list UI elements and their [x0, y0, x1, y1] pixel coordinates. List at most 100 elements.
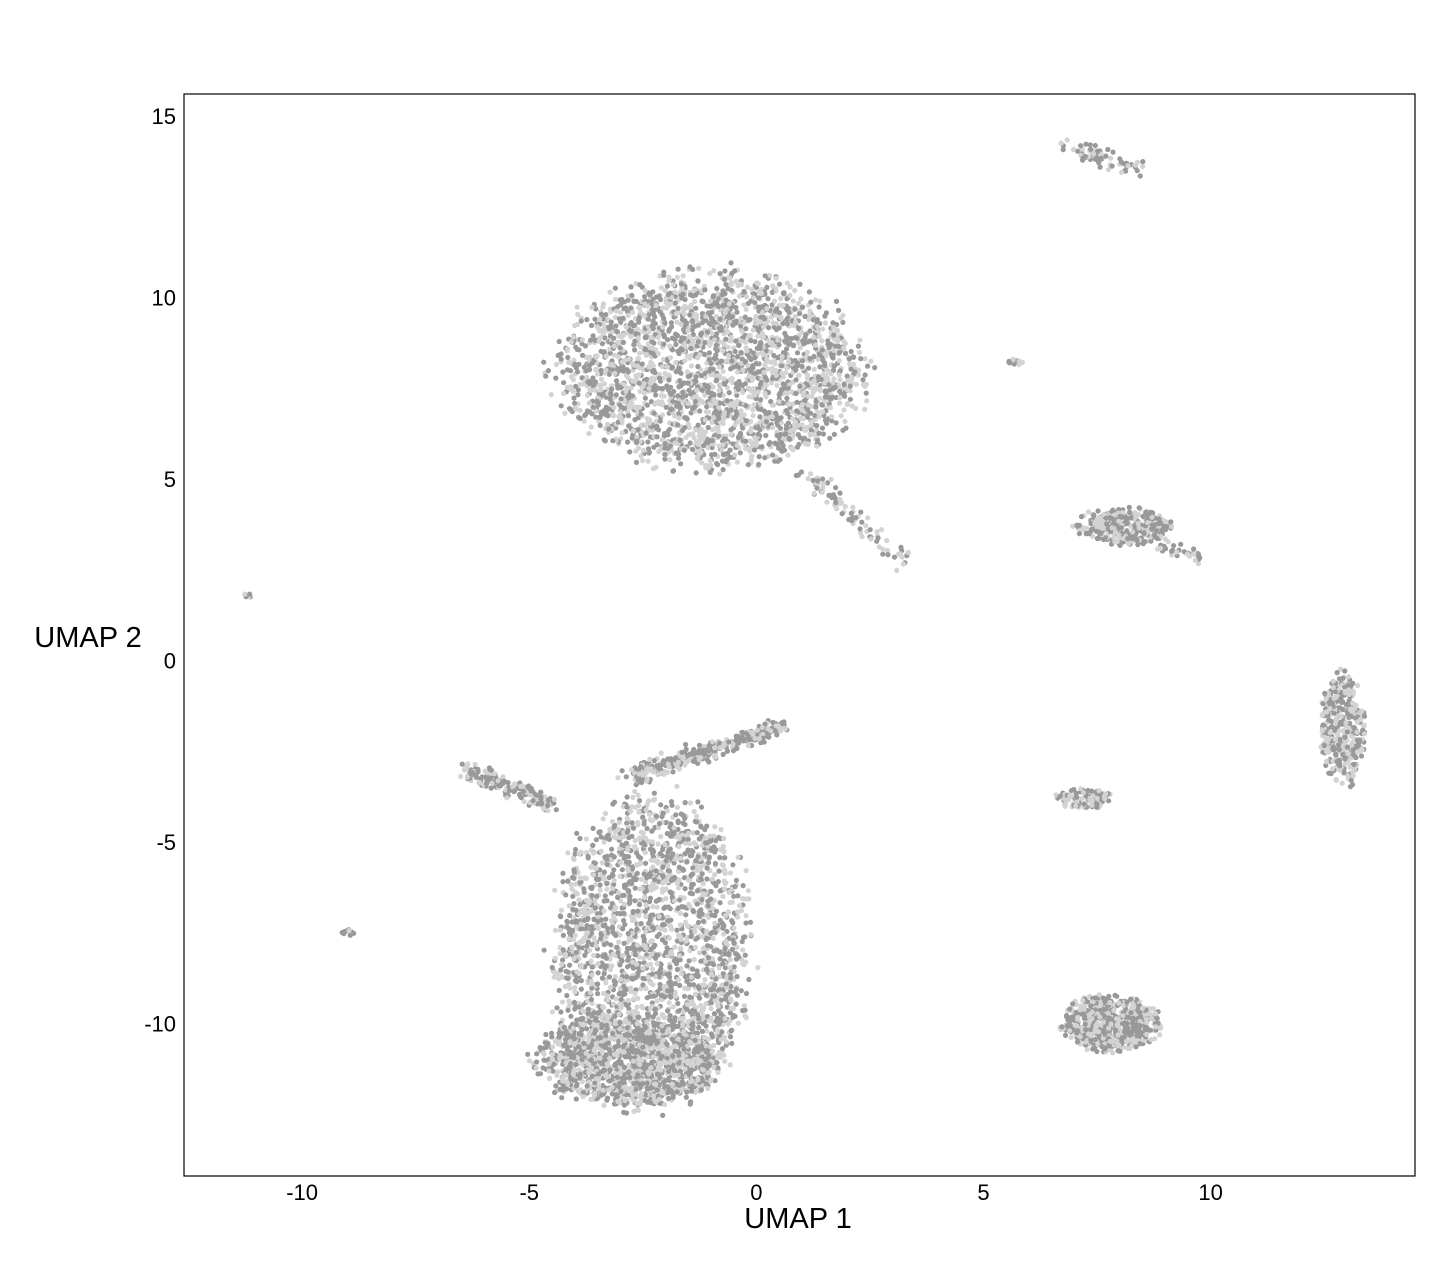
- data-point: [787, 292, 793, 298]
- data-point: [1326, 770, 1332, 776]
- data-point: [680, 273, 686, 279]
- data-point: [798, 415, 804, 421]
- data-point: [1326, 749, 1332, 755]
- data-point: [756, 295, 762, 301]
- data-point: [584, 317, 590, 323]
- data-point: [585, 379, 591, 385]
- data-point: [755, 333, 761, 339]
- data-point: [702, 417, 708, 423]
- data-point: [1110, 1050, 1116, 1056]
- data-point: [712, 451, 718, 457]
- data-point: [753, 442, 760, 448]
- data-point: [669, 324, 675, 330]
- data-point: [574, 406, 580, 412]
- data-point: [1096, 788, 1102, 794]
- data-point: [242, 591, 248, 597]
- data-point: [820, 476, 826, 482]
- data-point: [1327, 706, 1333, 712]
- data-point: [637, 310, 644, 316]
- data-point: [855, 372, 862, 378]
- data-point: [1088, 1003, 1094, 1009]
- data-point: [849, 375, 855, 381]
- data-point: [1077, 1007, 1083, 1013]
- data-point: [745, 462, 751, 468]
- data-point: [805, 402, 811, 408]
- data-point: [842, 418, 848, 424]
- data-point: [796, 372, 802, 378]
- data-point: [636, 380, 642, 386]
- data-point: [730, 322, 736, 328]
- data-point: [641, 821, 647, 827]
- data-point: [735, 434, 742, 441]
- data-point: [653, 392, 659, 398]
- data-point: [748, 439, 754, 445]
- data-point: [715, 425, 721, 431]
- data-point: [1094, 804, 1100, 810]
- data-point: [806, 289, 813, 295]
- data-point: [633, 459, 640, 465]
- data-point: [831, 332, 837, 338]
- data-point: [616, 316, 623, 322]
- data-point: [817, 388, 824, 394]
- data-point: [664, 372, 671, 378]
- data-point: [1125, 163, 1131, 169]
- data-point: [1097, 521, 1103, 527]
- data-point: [1321, 742, 1327, 749]
- data-point: [586, 400, 592, 406]
- data-point: [1082, 153, 1088, 160]
- data-point: [862, 406, 868, 412]
- data-point: [588, 322, 595, 329]
- data-point: [1078, 143, 1084, 149]
- data-point: [741, 412, 747, 418]
- data-point: [621, 405, 627, 411]
- data-point: [731, 364, 737, 370]
- data-point: [858, 509, 864, 515]
- data-point: [1157, 1025, 1164, 1031]
- data-point: [763, 432, 769, 439]
- data-point: [794, 444, 801, 450]
- data-point: [650, 350, 656, 357]
- data-point: [636, 372, 642, 378]
- data-point: [664, 283, 671, 289]
- data-point: [625, 293, 631, 299]
- data-point: [575, 311, 581, 317]
- data-point: [717, 400, 723, 406]
- data-point: [790, 343, 797, 349]
- data-point: [642, 908, 648, 915]
- data-point: [1074, 794, 1080, 800]
- data-point: [1330, 684, 1336, 691]
- data-point: [1353, 743, 1360, 749]
- data-point: [672, 413, 678, 419]
- data-point: [734, 459, 740, 465]
- data-point: [723, 459, 729, 465]
- data-point: [764, 306, 770, 312]
- data-point: [836, 307, 842, 313]
- data-point: [608, 390, 614, 396]
- data-point: [625, 297, 631, 303]
- data-point: [589, 304, 595, 310]
- data-point: [799, 422, 805, 428]
- data-point: [653, 294, 660, 300]
- data-point: [639, 361, 645, 367]
- data-point: [688, 292, 694, 298]
- data-point: [689, 318, 695, 324]
- data-point: [766, 325, 772, 331]
- data-point: [653, 464, 659, 470]
- data-point: [1329, 766, 1335, 772]
- data-point: [822, 399, 828, 405]
- data-point: [638, 344, 644, 350]
- data-point: [780, 381, 786, 387]
- data-point: [1077, 1034, 1083, 1040]
- data-point: [1070, 1001, 1076, 1007]
- data-point: [757, 414, 763, 420]
- data-point: [632, 885, 638, 891]
- data-point: [798, 469, 805, 475]
- data-point: [672, 289, 678, 295]
- data-point: [1178, 541, 1184, 547]
- data-point: [680, 389, 686, 395]
- data-point: [662, 288, 668, 294]
- data-point: [674, 403, 680, 409]
- data-point: [859, 534, 865, 540]
- data-point: [615, 354, 622, 360]
- data-point: [625, 439, 631, 445]
